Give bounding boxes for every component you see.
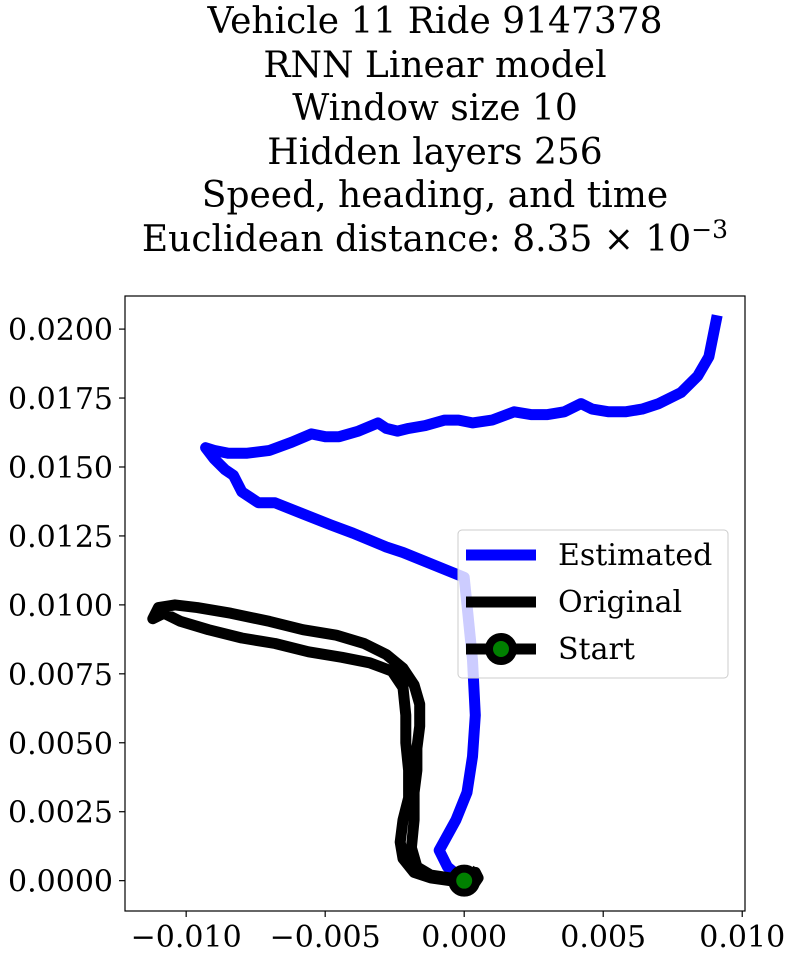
x-axis: −0.010 −0.005 0.000 0.005 0.010 [131, 911, 785, 955]
y-tick-label: 0.0200 [8, 313, 113, 348]
title-line-vehicle: Vehicle 11 Ride 9147378 [207, 1, 663, 42]
title-line-model: RNN Linear model [263, 44, 607, 86]
x-tick-label: 0.000 [421, 920, 507, 955]
legend-box [457, 529, 729, 679]
plot-frame [124, 295, 746, 912]
title-line-window: Window size 10 [292, 88, 578, 130]
y-axis: 0.0000 0.0025 0.0050 0.0075 0.0100 0.0125 0.01… [8, 313, 125, 900]
title-line-hidden-layers: Hidden layers 256 [267, 131, 603, 173]
y-tick-label: 0.0050 [8, 727, 113, 762]
distance-value: Euclidean distance: 8.35 × 10 [141, 218, 692, 260]
legend: Estimated Original Start [457, 529, 729, 679]
legend-label-start: Start [558, 632, 635, 667]
legend-label-original: Original [558, 585, 682, 620]
distance-exponent: −3 [691, 214, 729, 244]
x-tick-label: −0.010 [131, 920, 242, 955]
x-tick-label: 0.010 [699, 920, 785, 955]
y-tick-label: 0.0000 [8, 865, 113, 900]
y-tick-label: 0.0175 [8, 382, 113, 417]
series-line-original [147, 599, 484, 892]
title-line-distance: Euclidean distance: 8.35 × 10−3 [1, 214, 792, 262]
x-tick-label: 0.005 [560, 920, 646, 955]
start-marker [448, 864, 481, 897]
legend-label-estimated: Estimated [558, 538, 712, 573]
y-tick-label: 0.0150 [8, 451, 113, 486]
chart-title: Vehicle 11 Ride 9147378 RNN Linear model… [1, 0, 792, 262]
title-line-features: Speed, heading, and time [201, 175, 669, 217]
legend-marker-start [485, 633, 517, 665]
x-tick-label: −0.005 [270, 920, 381, 955]
y-tick-label: 0.0100 [8, 589, 113, 624]
y-tick-label: 0.0075 [8, 658, 113, 693]
y-tick-label: 0.0125 [8, 520, 113, 555]
y-tick-label: 0.0025 [8, 796, 113, 831]
